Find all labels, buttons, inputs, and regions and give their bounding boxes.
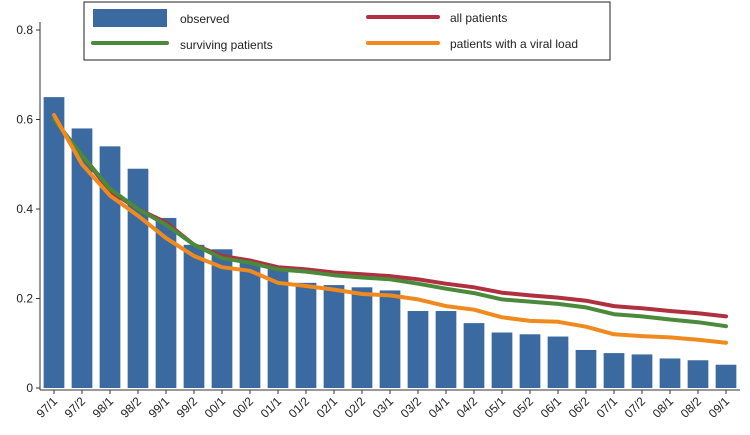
x-tick-label: 03/2	[398, 394, 425, 421]
x-tick-label: 08/2	[678, 394, 705, 421]
bar-05/1	[491, 332, 513, 388]
x-tick-label: 98/1	[90, 394, 117, 421]
bar-99/2	[183, 244, 205, 388]
line-surviving-patients	[52, 117, 728, 329]
legend-label-all-patients: all patients	[450, 11, 507, 25]
y-tick-label: 0.8	[16, 23, 33, 37]
x-tick-label: 02/1	[314, 394, 341, 421]
bar-02/1	[323, 285, 345, 388]
x-tick-label: 03/1	[370, 394, 397, 421]
bar-05/2	[519, 334, 541, 388]
bar-04/1	[435, 311, 457, 388]
bar-99/1	[155, 217, 177, 388]
y-tick-labels: 0 0.2 0.4 0.6 0.8	[16, 23, 40, 395]
y-tick-label: 0.4	[16, 202, 33, 216]
bar-04/2	[463, 323, 485, 388]
legend-label-patients-with-a-viral-load: patients with a viral load	[450, 37, 578, 51]
bar-00/2	[239, 262, 261, 388]
line-series-group	[52, 113, 728, 345]
x-tick-label: 00/2	[230, 394, 257, 421]
x-tick-label: 99/1	[146, 394, 173, 421]
line-all-patients	[52, 117, 728, 319]
x-tick-label: 01/2	[286, 394, 313, 421]
bar-00/1	[211, 249, 233, 388]
x-tick-label: 05/2	[510, 394, 537, 421]
bar-09/1	[715, 364, 737, 388]
legend-label-surviving-patients: surviving patients	[180, 38, 273, 52]
x-tick-label: 02/2	[342, 394, 369, 421]
bar-08/1	[659, 358, 681, 388]
x-tick-label: 97/2	[62, 394, 89, 421]
bar-98/1	[99, 146, 121, 388]
x-tick-label: 05/1	[482, 394, 509, 421]
bar-06/1	[547, 336, 569, 388]
y-tick-label: 0.2	[16, 292, 33, 306]
bar-01/2	[295, 282, 317, 388]
bar-97/2	[71, 128, 93, 388]
bar-98/2	[127, 168, 149, 388]
legend-label-observed: observed	[180, 12, 229, 26]
y-tick-label: 0	[26, 381, 33, 395]
x-tick-label: 97/1	[34, 394, 61, 421]
bar-08/2	[687, 360, 709, 388]
bar-series-observed	[43, 97, 737, 388]
line-patients-with-a-viral-load	[52, 113, 728, 345]
x-tick-labels: 97/1 97/2 98/1 98/2 99/1 99/2 00/1 00/2 01/1 01/2…	[34, 390, 733, 421]
x-tick-label: 01/1	[258, 394, 285, 421]
bar-01/1	[267, 267, 289, 388]
legend-box	[83, 1, 611, 61]
bar-06/2	[575, 349, 597, 388]
x-tick-label: 99/2	[174, 394, 201, 421]
bar-03/2	[407, 311, 429, 388]
x-tick-label: 07/1	[594, 394, 621, 421]
x-tick-label: 08/1	[650, 394, 677, 421]
x-tick-label: 09/1	[706, 394, 733, 421]
x-tick-label: 04/2	[454, 394, 481, 421]
x-tick-label: 06/2	[566, 394, 593, 421]
bar-97/1	[43, 97, 65, 388]
x-tick-label: 06/1	[538, 394, 565, 421]
legend-swatch-observed	[93, 9, 167, 27]
legend: observed all patients surviving patients pa…	[83, 1, 611, 61]
bar-07/1	[603, 353, 625, 388]
x-tick-label: 07/2	[622, 394, 649, 421]
bar-03/1	[379, 290, 401, 388]
x-tick-label: 00/1	[202, 394, 229, 421]
x-tick-label: 98/2	[118, 394, 145, 421]
bar-02/2	[351, 287, 373, 388]
bar-07/2	[631, 354, 653, 388]
x-tick-label: 04/1	[426, 394, 453, 421]
y-tick-label: 0.6	[16, 113, 33, 127]
